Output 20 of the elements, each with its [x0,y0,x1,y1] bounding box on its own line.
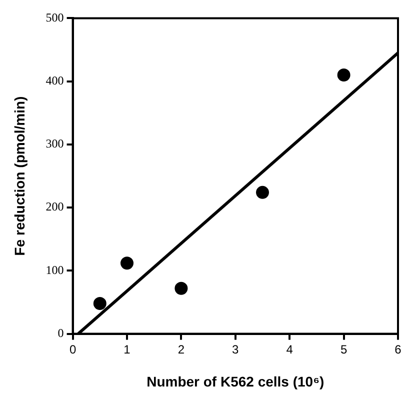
x-tick-label: 4 [286,342,294,356]
x-tick-label: 1 [124,342,131,356]
x-axis-title: Number of K562 cells (10⁶) [146,373,324,390]
y-tick-label: 400 [46,73,64,88]
x-tick-label: 2 [178,342,185,356]
x-tick-label: 3 [232,342,240,356]
point [256,186,269,199]
y-tick-label: 200 [46,200,64,214]
point [93,297,106,310]
x-tick-label: 0 [69,342,76,356]
point [337,68,350,82]
y-tick-label: 100 [46,262,64,277]
x-tick-label: 6 [394,342,402,356]
point [120,256,134,270]
y-tick-label: 500 [46,10,64,24]
y-axis-title: Fe reduction (pmol/min) [11,96,28,256]
y-tick-label: 0 [58,326,64,340]
y-tick-label: 300 [46,136,64,151]
x-tick-label: 5 [340,342,348,356]
point [174,282,188,295]
